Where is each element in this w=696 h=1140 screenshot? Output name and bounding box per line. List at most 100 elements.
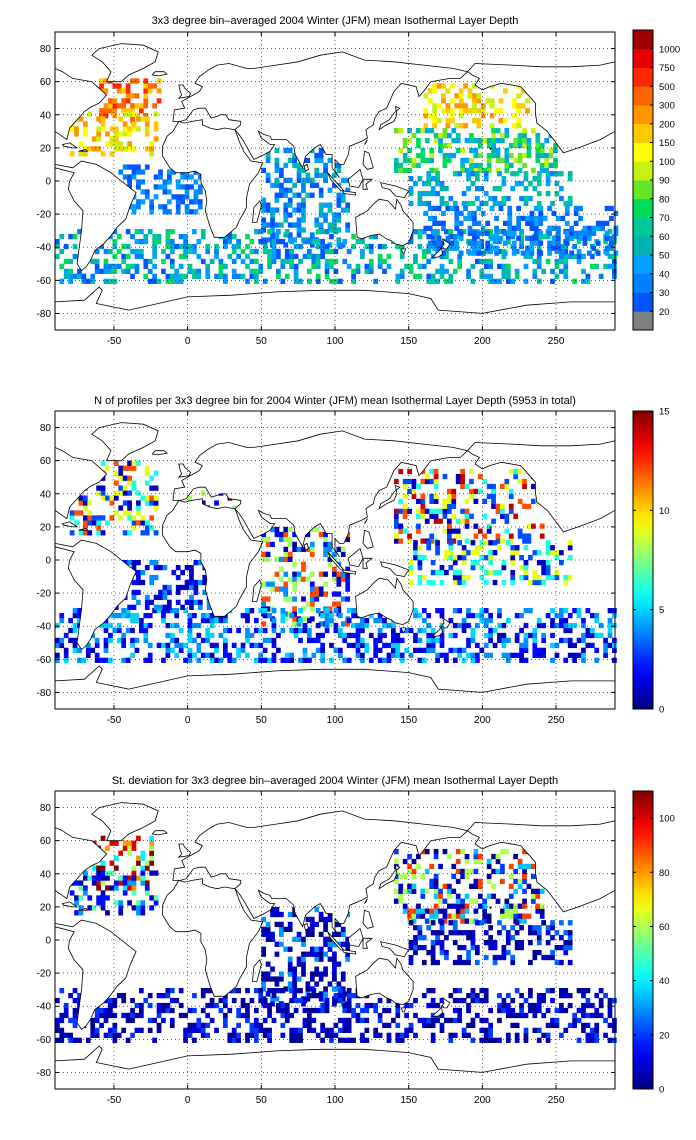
- heat-cell: [569, 225, 575, 231]
- heat-cell: [526, 883, 532, 889]
- heat-cell: [532, 185, 538, 192]
- heat-cell: [604, 230, 610, 236]
- heat-cell: [287, 187, 293, 193]
- heat-cell: [594, 632, 600, 639]
- land-polygon: [362, 529, 374, 549]
- heat-cell: [162, 589, 168, 596]
- heat-cell: [423, 225, 429, 231]
- heat-cell: [283, 616, 289, 622]
- heat-cell: [467, 108, 473, 114]
- heat-cell: [140, 855, 146, 861]
- heat-cell: [236, 1032, 241, 1038]
- heat-cell: [301, 956, 306, 962]
- heat-cell: [346, 988, 352, 994]
- heat-cell: [283, 207, 289, 213]
- heat-cell: [140, 169, 146, 175]
- heat-cell: [72, 997, 78, 1004]
- heat-cell: [125, 98, 131, 104]
- heat-cell: [351, 632, 356, 639]
- heat-cell: [109, 860, 115, 866]
- heat-cell: [279, 976, 284, 982]
- heat-cell: [223, 652, 228, 658]
- heat-cell: [162, 594, 168, 601]
- heat-cell: [298, 608, 303, 614]
- y-tick-label: 40: [40, 110, 52, 121]
- heat-cell: [523, 171, 529, 177]
- y-tick-label: 80: [40, 423, 52, 434]
- heat-cell: [475, 185, 480, 192]
- heat-cell: [342, 1017, 348, 1024]
- heat-cell: [430, 185, 436, 192]
- heat-cell: [265, 926, 271, 933]
- heat-cell: [301, 936, 306, 942]
- heat-cell: [563, 268, 569, 275]
- heat-cell: [504, 513, 510, 519]
- heat-cell: [261, 207, 267, 213]
- heat-cell: [413, 925, 418, 931]
- y-tick-label: -80: [37, 309, 52, 320]
- heat-cell: [395, 1007, 401, 1014]
- heat-cell: [355, 652, 361, 658]
- heat-cell: [368, 1002, 374, 1009]
- heat-cell: [501, 176, 507, 182]
- heat-cell: [296, 167, 302, 174]
- heat-cell: [342, 1022, 348, 1029]
- heat-cell: [153, 495, 159, 501]
- heat-cell: [134, 93, 140, 99]
- heat-cell: [153, 470, 159, 476]
- heat-cell: [447, 903, 452, 909]
- heat-cell: [81, 273, 87, 279]
- heat-cell: [424, 868, 430, 875]
- heat-cell: [382, 642, 387, 649]
- heat-cell: [78, 905, 84, 911]
- heat-cell: [585, 642, 591, 649]
- heat-cell: [417, 560, 423, 566]
- coastlines: [55, 802, 615, 1089]
- heat-cell: [560, 215, 566, 222]
- heat-cell: [531, 128, 536, 134]
- heat-cell: [595, 225, 601, 231]
- heat-cell: [416, 128, 421, 134]
- heat-cell: [345, 566, 351, 572]
- heat-cell: [475, 550, 480, 556]
- heat-cell: [473, 488, 479, 495]
- y-tick-label: -20: [37, 589, 52, 600]
- heat-cell: [364, 622, 370, 629]
- heat-cell: [209, 652, 215, 658]
- heat-cell: [411, 883, 417, 889]
- land-polygon: [252, 200, 262, 223]
- heat-cell: [408, 579, 414, 586]
- heat-cell: [514, 171, 520, 177]
- heat-cell: [351, 273, 356, 279]
- heat-cell: [360, 642, 365, 649]
- heat-cell: [69, 890, 75, 896]
- heat-cell: [430, 1022, 436, 1029]
- heat-cell: [175, 589, 181, 596]
- heat-cell: [323, 581, 328, 587]
- heat-cell: [140, 875, 146, 881]
- heat-cell: [149, 209, 155, 215]
- heat-cell: [283, 217, 289, 223]
- heat-cell: [336, 606, 342, 612]
- heat-cell: [439, 944, 445, 951]
- heat-cell: [276, 632, 281, 639]
- colorbar-segment: [633, 48, 653, 68]
- heat-cell: [526, 533, 532, 539]
- heat-cell: [200, 500, 206, 506]
- heat-cell: [532, 925, 538, 931]
- heat-cell: [302, 657, 308, 663]
- heat-cell: [439, 579, 445, 586]
- heat-cell: [457, 569, 463, 576]
- heat-cell: [318, 212, 324, 218]
- heat-cell: [355, 263, 361, 270]
- heat-cell: [563, 627, 569, 634]
- colorbar-segment: [633, 217, 653, 237]
- heat-cell: [108, 637, 113, 644]
- heat-cell: [451, 903, 457, 909]
- heat-cell: [108, 622, 113, 629]
- heat-cell: [187, 647, 193, 654]
- heat-cell: [360, 627, 365, 634]
- land-polygon: [400, 627, 407, 633]
- heat-cell: [531, 167, 536, 174]
- heat-cell: [189, 579, 194, 586]
